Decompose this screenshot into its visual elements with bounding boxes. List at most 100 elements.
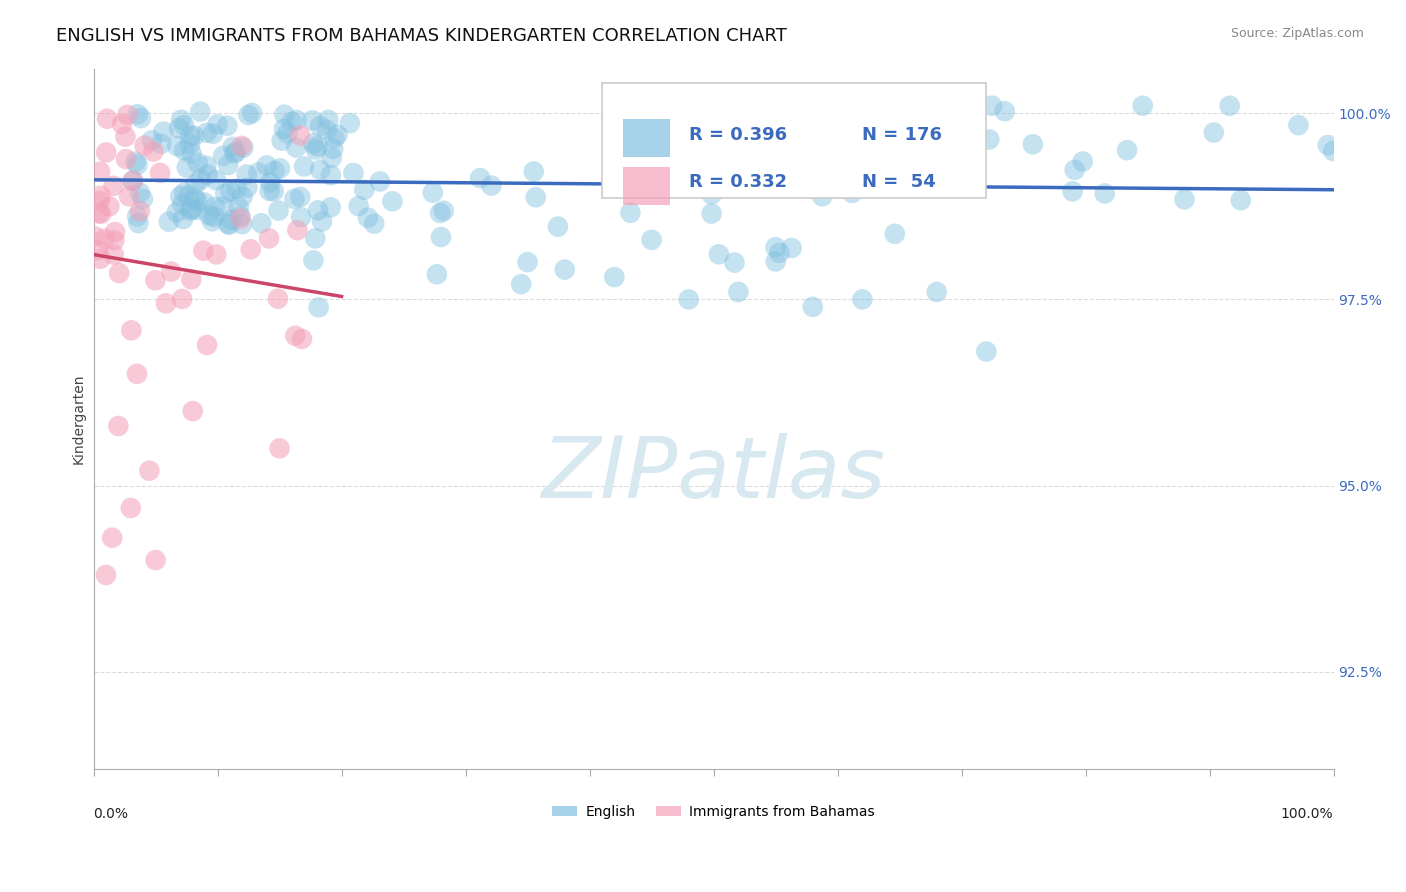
Point xyxy=(172,212,194,227)
Point xyxy=(205,247,228,261)
Point xyxy=(792,141,814,155)
Point xyxy=(212,199,235,213)
Point xyxy=(89,194,111,208)
Point xyxy=(290,210,312,224)
Point xyxy=(217,217,239,231)
Point xyxy=(231,217,253,231)
Point xyxy=(811,189,834,203)
Point xyxy=(141,133,163,147)
Point xyxy=(229,211,252,226)
Point xyxy=(524,190,547,204)
Point xyxy=(1062,185,1084,199)
Point xyxy=(422,186,444,200)
Point xyxy=(173,119,195,133)
Point xyxy=(166,139,188,153)
Point xyxy=(640,233,662,247)
Point xyxy=(240,106,263,120)
Point xyxy=(322,142,344,156)
Point xyxy=(180,272,202,286)
Point xyxy=(129,111,152,125)
Point xyxy=(193,244,215,258)
Point xyxy=(202,127,225,141)
Point xyxy=(138,464,160,478)
Point xyxy=(342,166,364,180)
Point xyxy=(173,186,195,200)
Point xyxy=(218,218,240,232)
Point xyxy=(228,200,250,214)
Point xyxy=(765,254,787,268)
Point xyxy=(1229,193,1251,207)
Point xyxy=(183,128,205,143)
Text: 100.0%: 100.0% xyxy=(1281,807,1333,822)
Point xyxy=(155,296,177,310)
Point xyxy=(363,217,385,231)
Point xyxy=(347,199,370,213)
Point xyxy=(120,323,142,337)
Point xyxy=(96,112,118,126)
Point xyxy=(127,210,149,224)
Point xyxy=(801,300,824,314)
Point xyxy=(281,115,304,129)
Point xyxy=(103,178,125,193)
Point xyxy=(932,131,955,145)
Point xyxy=(339,116,361,130)
Point xyxy=(844,148,866,162)
Point xyxy=(796,178,818,193)
Point xyxy=(232,141,254,155)
Point xyxy=(129,186,152,200)
Point xyxy=(851,293,873,307)
Point xyxy=(309,119,332,133)
FancyBboxPatch shape xyxy=(602,83,987,198)
Point xyxy=(89,252,111,266)
Point xyxy=(945,167,967,181)
Point xyxy=(193,195,215,210)
Point xyxy=(247,165,270,179)
Point xyxy=(184,177,207,191)
Point xyxy=(207,117,229,131)
Point xyxy=(202,210,225,224)
Point xyxy=(145,273,167,287)
Point xyxy=(231,139,253,153)
Point xyxy=(321,151,343,165)
Point xyxy=(269,442,291,456)
Point xyxy=(311,214,333,228)
Point xyxy=(114,129,136,144)
Point xyxy=(326,128,349,142)
Point xyxy=(256,158,278,172)
Point xyxy=(173,144,195,158)
Point xyxy=(107,419,129,434)
Point xyxy=(302,253,325,268)
FancyBboxPatch shape xyxy=(623,119,671,157)
Point xyxy=(292,160,315,174)
Point xyxy=(932,118,955,132)
Point xyxy=(841,186,863,200)
Point xyxy=(121,174,143,188)
Point xyxy=(707,247,730,261)
Text: R = 0.396: R = 0.396 xyxy=(689,126,787,144)
Point xyxy=(212,149,235,163)
Point xyxy=(134,138,156,153)
Point xyxy=(948,119,970,133)
Text: 0.0%: 0.0% xyxy=(94,807,128,822)
Point xyxy=(273,121,295,136)
Point xyxy=(250,216,273,230)
Point xyxy=(259,175,281,189)
Point xyxy=(205,173,228,187)
Point xyxy=(117,108,139,122)
Point xyxy=(122,173,145,187)
Point xyxy=(103,233,125,247)
Point xyxy=(181,404,204,418)
Point xyxy=(93,232,115,246)
Point xyxy=(267,203,290,218)
Point xyxy=(219,213,242,227)
Point xyxy=(187,156,209,170)
Point xyxy=(554,262,576,277)
Point xyxy=(108,266,131,280)
Point xyxy=(83,229,105,244)
Point xyxy=(290,190,312,204)
Point xyxy=(882,132,904,146)
Point xyxy=(169,189,191,203)
Point xyxy=(301,113,323,128)
Point xyxy=(157,215,180,229)
Point xyxy=(357,211,380,225)
